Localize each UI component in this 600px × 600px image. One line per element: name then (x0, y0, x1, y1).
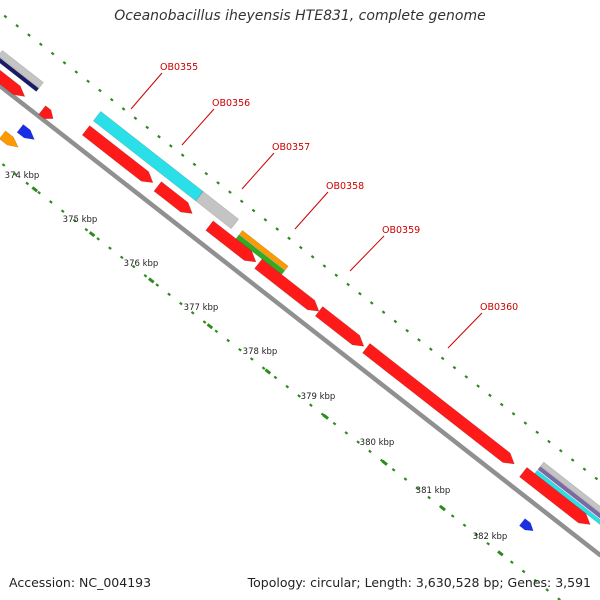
gene-label[interactable]: OB0357 (272, 142, 310, 153)
feature-block-gray[interactable] (195, 191, 240, 230)
gene-label[interactable]: OB0359 (382, 225, 420, 236)
tick-label: 376 kbp (124, 259, 159, 269)
tick-label: 382 kbp (473, 532, 508, 542)
gene-leader-line (447, 312, 483, 349)
tick-mark (148, 277, 155, 284)
accession-text: Accession: NC_004193 (9, 575, 152, 590)
feature-block-green[interactable] (235, 234, 286, 275)
tick-mark (439, 505, 446, 512)
cds-arrow[interactable] (38, 105, 54, 119)
tick-label: 379 kbp (301, 392, 336, 402)
gene-label[interactable]: OB0355 (160, 62, 198, 73)
feature-block-gray[interactable] (0, 50, 44, 89)
cds-arrow[interactable] (153, 181, 193, 214)
gene-leader-line (181, 108, 215, 146)
tick-label: 374 kbp (5, 171, 40, 181)
cds-arrow[interactable] (519, 466, 591, 525)
cds-arrow[interactable] (205, 220, 257, 263)
tick-mark (322, 413, 329, 420)
cds-arrow[interactable] (314, 306, 365, 347)
tick-mark (31, 186, 39, 193)
genome-backbone (0, 83, 600, 558)
gene-leader-line (294, 191, 329, 230)
gene-label[interactable]: OB0360 (480, 302, 518, 313)
cds-arrow-reverse-orange[interactable] (0, 130, 19, 148)
page-title: Oceanobacillus iheyensis HTE831, complet… (114, 8, 486, 24)
tick-label: 377 kbp (184, 303, 219, 313)
tick-mark (206, 323, 214, 330)
tick-mark (264, 368, 272, 375)
tick-label: 380 kbp (360, 438, 395, 448)
tick-label: 378 kbp (243, 347, 278, 357)
gene-leader-line (349, 235, 385, 272)
tick-mark (381, 459, 388, 466)
feature-block-purple[interactable] (537, 466, 600, 525)
gene-label[interactable]: OB0358 (326, 181, 364, 192)
tick-row-lower (1, 163, 561, 600)
tick-row-upper (3, 14, 599, 481)
gene-leader-line (130, 72, 163, 110)
tick-mark (497, 550, 504, 557)
tick-mark (88, 231, 96, 238)
cds-arrow[interactable] (362, 343, 515, 465)
gene-label[interactable]: OB0356 (212, 98, 250, 109)
feature-block-cyan[interactable] (534, 469, 600, 529)
feature-block-navy[interactable] (0, 56, 40, 92)
feature-block-gray[interactable] (540, 461, 600, 521)
cds-arrow[interactable] (81, 125, 154, 184)
cds-arrow-reverse-blue[interactable] (16, 124, 35, 140)
tick-label: 381 kbp (416, 486, 451, 496)
tick-label: 375 kbp (63, 215, 98, 225)
cds-arrow[interactable] (0, 64, 26, 97)
gene-leader-line (241, 152, 275, 190)
cds-arrow-reverse-blue[interactable] (519, 518, 534, 532)
genome-summary-text: Topology: circular; Length: 3,630,528 bp… (247, 575, 591, 590)
feature-block-orange[interactable] (238, 230, 289, 271)
cds-arrow[interactable] (254, 258, 320, 312)
